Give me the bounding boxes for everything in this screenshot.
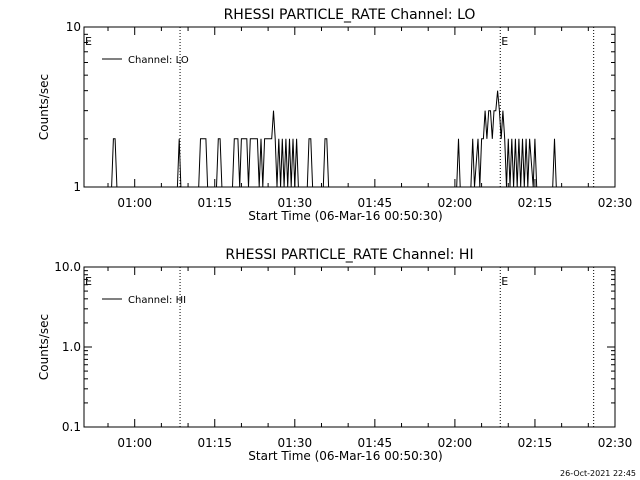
legend: Channel: HI bbox=[102, 295, 186, 306]
x-tick-label: 02:15 bbox=[518, 196, 553, 210]
event-marker-label: E bbox=[85, 35, 92, 48]
x-tick-label: 02:30 bbox=[598, 196, 633, 210]
chart-1: RHESSI PARTICLE_RATE Channel: HI 0.1 1.0 10… bbox=[37, 247, 632, 463]
x-tick-label: 01:45 bbox=[358, 196, 393, 210]
x-tick-label: 01:45 bbox=[358, 436, 393, 450]
legend-entry: Channel: HI bbox=[128, 295, 186, 306]
x-tick-label: 01:00 bbox=[117, 436, 152, 450]
x-tick-label: 01:00 bbox=[117, 196, 152, 210]
x-axis-label: Start Time (06-Mar-16 00:50:30) bbox=[248, 209, 442, 223]
x-tick-label: 02:30 bbox=[598, 436, 633, 450]
x-tick-label: 02:00 bbox=[438, 436, 473, 450]
series-line bbox=[111, 90, 557, 188]
y-tick-label: 1.0 bbox=[62, 340, 81, 354]
generation-timestamp: 26-Oct-2021 22:45 bbox=[560, 469, 636, 478]
legend-entry: Channel: LO bbox=[128, 55, 189, 66]
x-tick-label: 01:30 bbox=[278, 196, 313, 210]
legend: Channel: LO bbox=[102, 55, 189, 66]
y-tick-label: 10.0 bbox=[54, 260, 81, 274]
event-marker-label: E bbox=[85, 275, 92, 288]
y-tick-label: 0.1 bbox=[62, 420, 81, 434]
chart-0: RHESSI PARTICLE_RATE Channel: LO 1 10 01:00… bbox=[37, 7, 632, 223]
x-tick-label: 02:00 bbox=[438, 196, 473, 210]
x-tick-label: 01:15 bbox=[197, 436, 232, 450]
event-marker-label: E bbox=[501, 275, 508, 288]
x-tick-label: 01:30 bbox=[278, 436, 313, 450]
y-tick-label: 1 bbox=[73, 180, 81, 194]
chart-title: RHESSI PARTICLE_RATE Channel: HI bbox=[225, 247, 473, 263]
x-axis-label: Start Time (06-Mar-16 00:50:30) bbox=[248, 449, 442, 463]
y-tick-label: 10 bbox=[66, 20, 81, 34]
y-axis-label: Counts/sec bbox=[37, 314, 51, 380]
plot-frame bbox=[83, 266, 616, 428]
y-axis-label: Counts/sec bbox=[37, 74, 51, 140]
x-tick-label: 02:15 bbox=[518, 436, 553, 450]
chart-title: RHESSI PARTICLE_RATE Channel: LO bbox=[224, 7, 476, 23]
event-marker-label: E bbox=[501, 35, 508, 48]
x-tick-label: 01:15 bbox=[197, 196, 232, 210]
